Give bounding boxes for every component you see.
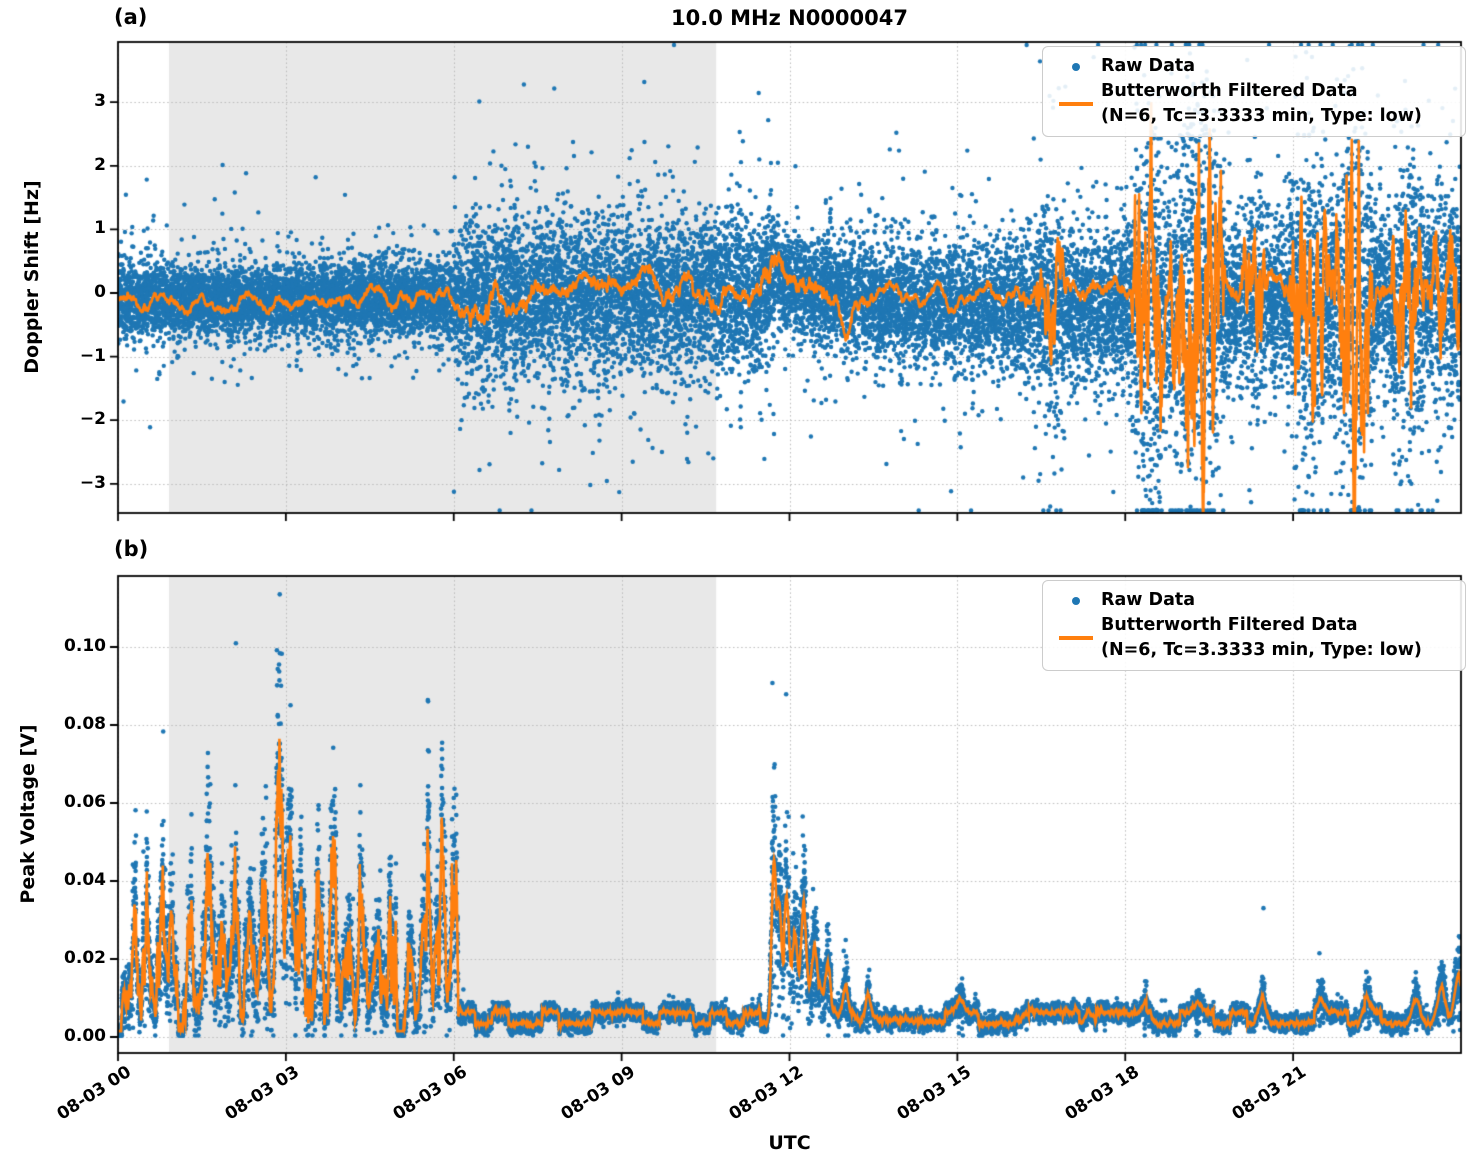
ytick-b-002: 0.02 xyxy=(64,948,106,968)
legend-a-raw-label: Raw Data xyxy=(1101,56,1196,76)
x-axis-label: UTC xyxy=(768,1132,811,1154)
ytick-b-008: 0.08 xyxy=(64,714,106,734)
ytick-a-m1: −1 xyxy=(79,346,106,366)
ytick-a-m3: −3 xyxy=(79,473,106,493)
ytick-a-3: 3 xyxy=(94,91,106,111)
filtered-line-marker-icon xyxy=(1051,636,1101,640)
ytick-b-010: 0.10 xyxy=(64,636,106,656)
legend-a-raw-entry: Raw Data xyxy=(1051,54,1455,79)
raw-data-marker-icon xyxy=(1051,62,1101,71)
legend-a: Raw Data Butterworth Filtered Data (N=6,… xyxy=(1042,46,1466,137)
panel-b-label: (b) xyxy=(114,537,149,561)
ytick-a-0: 0 xyxy=(94,282,106,302)
legend-b-filtered-entry: Butterworth Filtered Data (N=6, Tc=3.333… xyxy=(1051,613,1455,663)
ytick-a-2: 2 xyxy=(94,155,106,175)
ytick-b-000: 0.00 xyxy=(64,1026,106,1046)
legend-b-raw-entry: Raw Data xyxy=(1051,588,1455,613)
legend-b-raw-label: Raw Data xyxy=(1101,590,1196,610)
ytick-a-m2: −2 xyxy=(79,409,106,429)
chart-title: 10.0 MHz N0000047 xyxy=(671,6,908,30)
ytick-a-1: 1 xyxy=(94,218,106,238)
legend-a-filtered-entry: Butterworth Filtered Data (N=6, Tc=3.333… xyxy=(1051,79,1455,129)
panel-a-label: (a) xyxy=(114,5,148,29)
legend-b-filtered-label: Butterworth Filtered Data xyxy=(1101,615,1358,635)
y-axis-label-a: Doppler Shift [Hz] xyxy=(21,180,43,374)
legend-b-filtered-sublabel: (N=6, Tc=3.3333 min, Type: low) xyxy=(1101,640,1422,660)
raw-data-marker-icon xyxy=(1051,596,1101,605)
filtered-line-marker-icon xyxy=(1051,102,1101,106)
legend-a-filtered-label: Butterworth Filtered Data xyxy=(1101,81,1358,101)
ytick-b-006: 0.06 xyxy=(64,792,106,812)
ytick-b-004: 0.04 xyxy=(64,870,106,890)
legend-a-filtered-sublabel: (N=6, Tc=3.3333 min, Type: low) xyxy=(1101,106,1422,126)
legend-b: Raw Data Butterworth Filtered Data (N=6,… xyxy=(1042,580,1466,671)
